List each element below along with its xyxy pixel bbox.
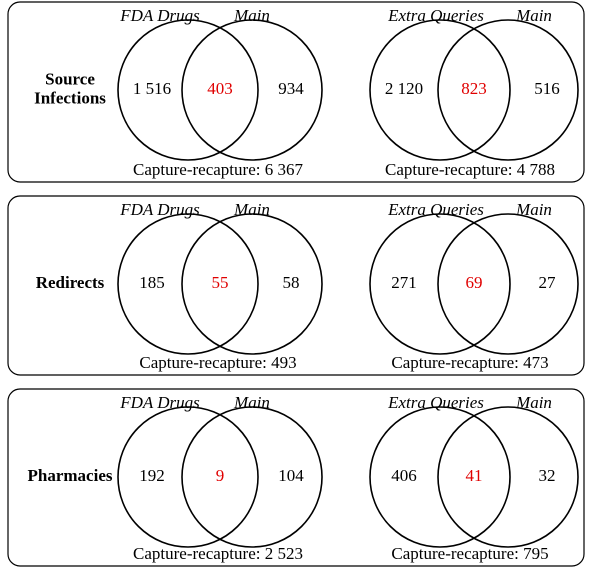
overlap-count: 41 xyxy=(466,466,483,485)
set-circle xyxy=(437,213,579,355)
right-count: 104 xyxy=(278,466,304,485)
set-label: Main xyxy=(515,200,552,219)
set-label: Main xyxy=(515,6,552,25)
set-label: FDA Drugs xyxy=(119,393,200,412)
right-count: 58 xyxy=(283,273,300,292)
set-label: Extra Queries xyxy=(387,200,484,219)
left-count: 1 516 xyxy=(133,79,171,98)
capture-recapture: Capture-recapture: 4 788 xyxy=(385,160,555,179)
set-label: Extra Queries xyxy=(387,6,484,25)
set-label: Main xyxy=(233,6,270,25)
set-circle xyxy=(369,406,511,548)
panel-frame xyxy=(7,195,585,376)
set-circle xyxy=(117,406,259,548)
overlap-count: 69 xyxy=(466,273,483,292)
capture-recapture: Capture-recapture: 795 xyxy=(391,544,548,563)
row-label: Pharmacies xyxy=(28,466,113,485)
set-label: FDA Drugs xyxy=(119,200,200,219)
capture-recapture: Capture-recapture: 6 367 xyxy=(133,160,303,179)
set-circle xyxy=(117,213,259,355)
set-label: Main xyxy=(233,200,270,219)
set-circle xyxy=(369,19,511,161)
right-count: 32 xyxy=(539,466,556,485)
left-count: 2 120 xyxy=(385,79,423,98)
right-count: 516 xyxy=(534,79,560,98)
row-label: Source xyxy=(45,69,95,88)
set-circle xyxy=(181,406,323,548)
set-label: FDA Drugs xyxy=(119,6,200,25)
left-count: 406 xyxy=(391,466,417,485)
panel-frame xyxy=(7,388,585,567)
right-count: 934 xyxy=(278,79,304,98)
overlap-count: 403 xyxy=(207,79,233,98)
set-label: Extra Queries xyxy=(387,393,484,412)
set-circle xyxy=(369,213,511,355)
set-label: Main xyxy=(233,393,270,412)
overlap-count: 55 xyxy=(212,273,229,292)
capture-recapture: Capture-recapture: 493 xyxy=(139,353,296,372)
overlap-count: 823 xyxy=(461,79,487,98)
row-label: Infections xyxy=(34,88,106,107)
left-count: 271 xyxy=(391,273,417,292)
set-circle xyxy=(181,213,323,355)
capture-recapture: Capture-recapture: 2 523 xyxy=(133,544,303,563)
set-circle xyxy=(437,19,579,161)
right-count: 27 xyxy=(539,273,557,292)
set-circle xyxy=(181,19,323,161)
panel-frame xyxy=(7,1,585,183)
left-count: 185 xyxy=(139,273,165,292)
overlap-count: 9 xyxy=(216,466,225,485)
capture-recapture: Capture-recapture: 473 xyxy=(391,353,548,372)
left-count: 192 xyxy=(139,466,165,485)
set-circle xyxy=(117,19,259,161)
row-label: Redirects xyxy=(36,273,105,292)
set-circle xyxy=(437,406,579,548)
set-label: Main xyxy=(515,393,552,412)
